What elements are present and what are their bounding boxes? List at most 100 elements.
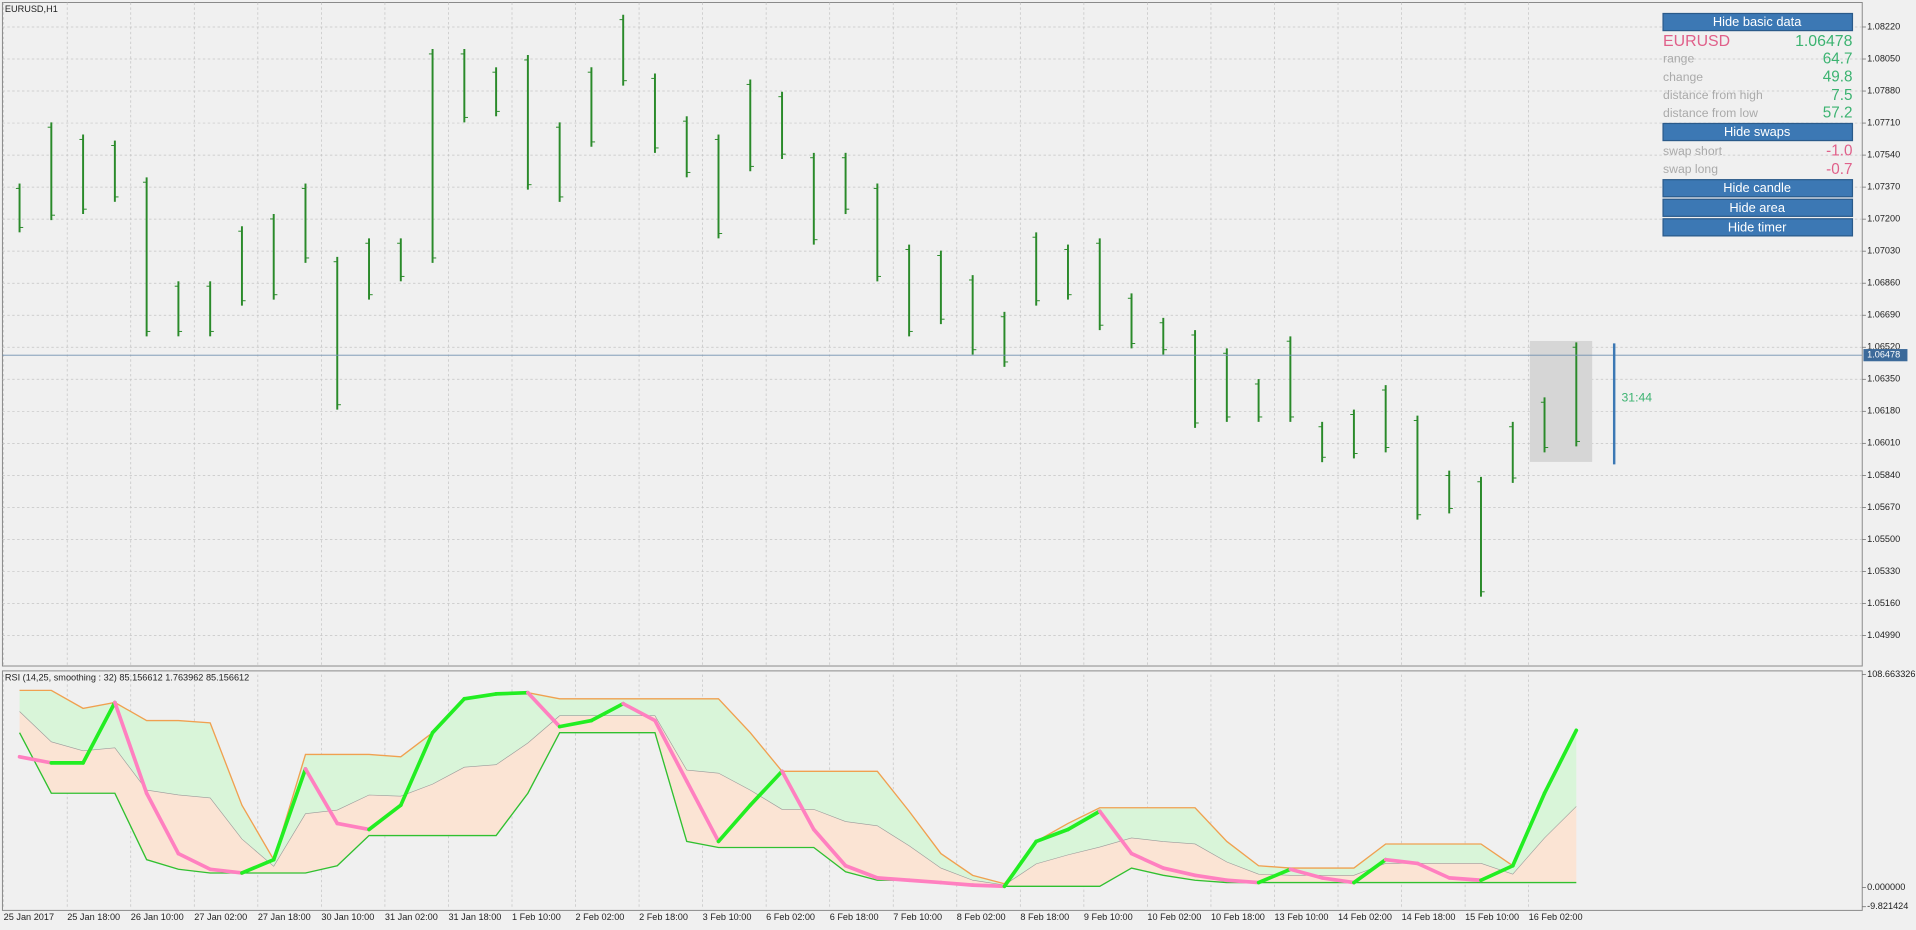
y-tick-label: 1.07710 (1867, 117, 1900, 127)
y-tick-label: -9.821424 (1867, 901, 1908, 911)
rsi-segment (1161, 866, 1197, 878)
swap-value: -1.0 (1826, 143, 1852, 160)
plots (2, 14, 1863, 889)
swap-label: swap long (1663, 162, 1718, 176)
y-tick-label: 0.000000 (1867, 882, 1905, 892)
button[interactable] (1662, 198, 1854, 217)
rsi-segment (1193, 873, 1229, 883)
x-tick-label: 6 Feb 18:00 (830, 912, 879, 922)
y-tick-label: 1.08050 (1867, 53, 1900, 63)
info-value: 49.8 (1823, 69, 1853, 86)
price-badge-label: 1.06478 (1867, 350, 1900, 360)
button-label[interactable]: Hide candle (1723, 180, 1791, 195)
rsi-segment (875, 876, 911, 883)
x-tick-label: 31 Jan 18:00 (448, 912, 501, 922)
x-tick-label: 10 Feb 18:00 (1211, 912, 1265, 922)
y-tick-label: 1.05670 (1867, 502, 1900, 512)
rsi-segment (494, 690, 530, 696)
button[interactable] (1662, 179, 1854, 198)
y-tick-label: 1.07030 (1867, 246, 1900, 256)
button[interactable] (1662, 12, 1854, 32)
rsi-segment (811, 827, 848, 868)
upper-zone (19, 690, 1577, 886)
rsi-segment (939, 880, 975, 887)
y-tick-label: 1.06520 (1867, 342, 1900, 352)
x-tick-label: 2 Feb 18:00 (639, 912, 688, 922)
y-tick-label: 108.663326 (1867, 669, 1915, 679)
rsi-segment (335, 821, 371, 832)
rsi-segment (1288, 867, 1324, 880)
rsi-segment (1383, 857, 1420, 866)
rsi-segment (716, 803, 753, 844)
x-tick-label: 30 Jan 10:00 (321, 912, 374, 922)
rsi-segment (684, 779, 721, 844)
rsi-segment (589, 701, 626, 723)
info-label: distance from low (1663, 106, 1758, 120)
rsi-segment (621, 701, 657, 723)
rsi-segment (1129, 851, 1166, 870)
button[interactable] (1662, 218, 1854, 237)
price-panel (1, 2, 1863, 667)
rsi-segment (113, 700, 149, 796)
button[interactable] (1662, 122, 1854, 142)
x-tick-label: 14 Feb 02:00 (1338, 912, 1392, 922)
rsi-segment (1224, 878, 1261, 885)
rsi-segment (1066, 809, 1102, 832)
rsi-segment (1542, 728, 1579, 796)
rsi-title: RSI (14,25, smoothing : 32) 85.156612 1.… (5, 673, 249, 683)
info-label: range (1663, 52, 1694, 66)
rsi-segment (557, 718, 594, 729)
info-value: 64.7 (1823, 50, 1853, 67)
lower-band (18, 732, 1577, 887)
button-label[interactable]: Hide swaps (1724, 124, 1790, 139)
x-tick-label: 25 Jan 2017 (4, 912, 54, 922)
x-tick-label: 8 Feb 02:00 (957, 912, 1006, 922)
lower-zone (19, 711, 1577, 887)
button-label[interactable]: Hide area (1729, 200, 1785, 215)
x-tick-label: 15 Feb 10:00 (1465, 912, 1519, 922)
rsi-segment (144, 791, 181, 856)
symbol: EURUSD (1663, 33, 1730, 50)
x-tick-label: 8 Feb 18:00 (1020, 912, 1069, 922)
x-tick-label: 14 Feb 18:00 (1402, 912, 1456, 922)
rsi-segment (1352, 857, 1388, 885)
rsi-segment (780, 769, 816, 832)
rsi-segment (907, 878, 943, 885)
x-tick-label: 1 Feb 10:00 (512, 912, 561, 922)
y-tick-label: 1.06180 (1867, 406, 1900, 416)
rsi-segment (462, 692, 498, 701)
rsi-segment (1256, 867, 1293, 885)
x-tick-label: 2 Feb 02:00 (576, 912, 625, 922)
x-tick-label: 26 Jan 10:00 (131, 912, 184, 922)
rsi-segment (748, 769, 784, 808)
info-label: change (1663, 70, 1703, 84)
y-tick-label: 1.04990 (1867, 630, 1900, 640)
info-panel: Hide basic data EURUSD 1.06478 range 64.… (1662, 12, 1854, 237)
x-tick-label: 31 Jan 02:00 (385, 912, 438, 922)
timer: 31:44 (1622, 391, 1653, 405)
y-tick-label: 1.06350 (1867, 374, 1900, 384)
y-tick-label: 1.06690 (1867, 310, 1900, 320)
rsi-segment (970, 883, 1007, 889)
rsi-segment (208, 867, 244, 875)
rsi-segment (398, 730, 435, 808)
x-tick-label: 3 Feb 10:00 (703, 912, 752, 922)
x-tick-label: 27 Jan 18:00 (258, 912, 311, 922)
y-tick-label: 1.07880 (1867, 85, 1900, 95)
button-label[interactable]: Hide basic data (1713, 14, 1802, 29)
button-label[interactable]: Hide timer (1728, 219, 1787, 234)
rsi-segment (1479, 863, 1515, 883)
y-tick-label: 1.08220 (1867, 21, 1900, 31)
rsi-segment (1447, 876, 1483, 883)
rsi-segment (176, 851, 213, 872)
x-tick-label: 6 Feb 02:00 (766, 912, 815, 922)
y-tick-label: 1.05160 (1867, 598, 1900, 608)
y-tick-label: 1.07200 (1867, 214, 1900, 224)
price-badge (1863, 349, 1908, 362)
y-tick-label: 1.05330 (1867, 566, 1900, 576)
chart-title: EURUSD,H1 (5, 4, 58, 14)
x-tick-label: 9 Feb 10:00 (1084, 912, 1133, 922)
rsi-segment (1510, 791, 1547, 868)
symbol-price: 1.06478 (1795, 33, 1853, 50)
